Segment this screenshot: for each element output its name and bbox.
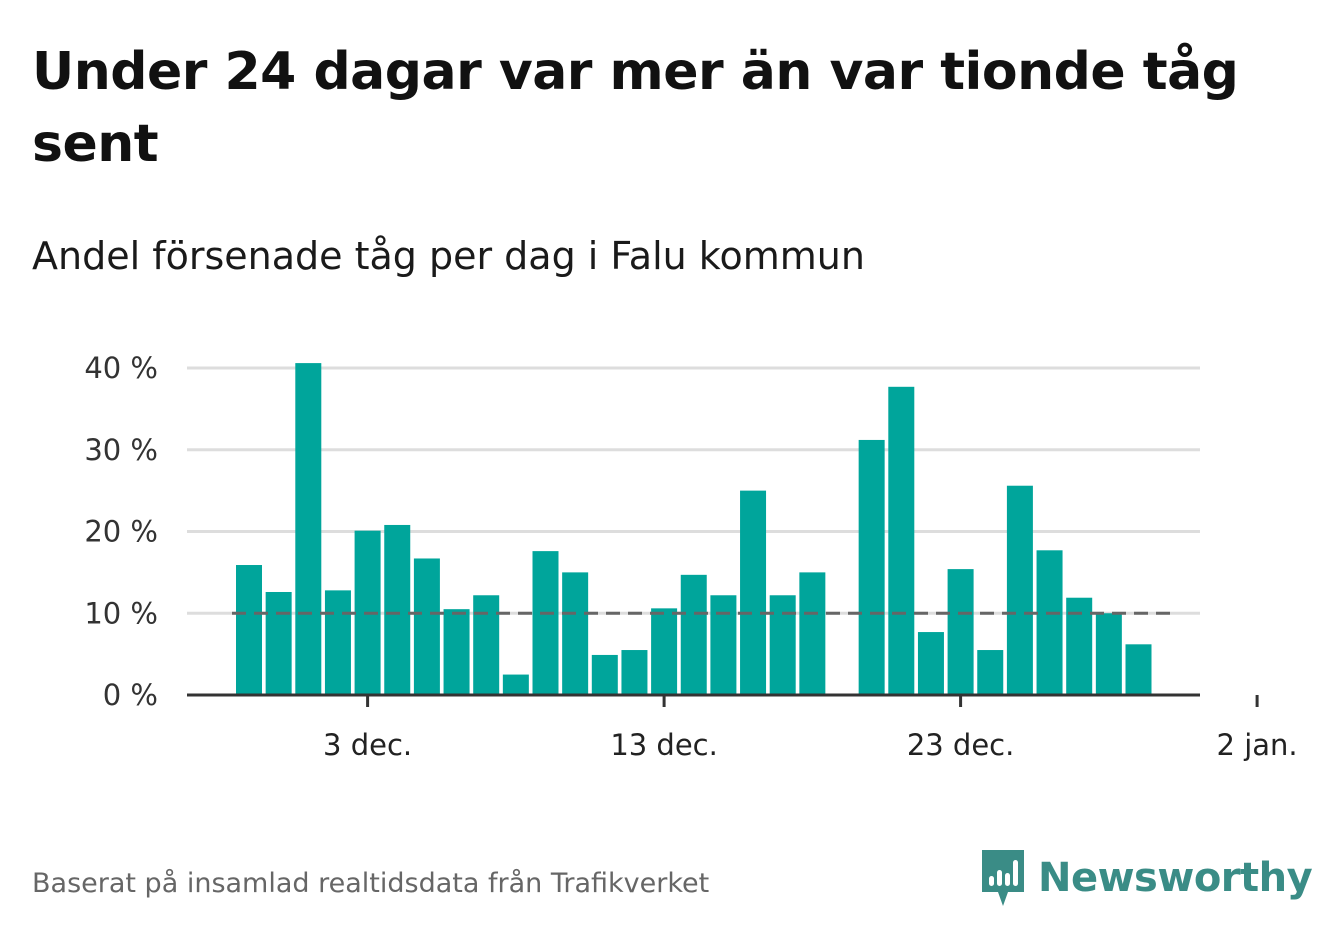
- bar: [1036, 550, 1063, 695]
- bar: [917, 632, 944, 695]
- chart-title: Under 24 dagar var mer än var tionde tåg…: [32, 42, 1239, 174]
- bar: [947, 569, 974, 695]
- bar: [769, 595, 796, 695]
- bar: [888, 386, 915, 695]
- bar: [532, 551, 559, 695]
- bar: [265, 591, 292, 695]
- bar: [621, 650, 648, 695]
- bar: [651, 608, 678, 695]
- bar-chart: 0 % 10 % 20 % 30 % 40 % 3 dec. 13 dec. 23 dec.…: [84, 351, 1298, 762]
- x-tick-label: 3 dec.: [323, 728, 412, 762]
- source-note: Baserat på insamlad realtidsdata från Tr…: [32, 868, 710, 899]
- newsworthy-logo-icon: [982, 850, 1024, 906]
- bar: [384, 524, 411, 695]
- bar: [295, 363, 322, 695]
- bar: [977, 650, 1004, 695]
- bar: [1006, 485, 1033, 695]
- bar: [680, 574, 707, 695]
- x-tick-label: 13 dec.: [610, 728, 718, 762]
- bar: [502, 674, 529, 695]
- y-tick-label: 10 %: [84, 596, 158, 630]
- bar: [710, 595, 737, 695]
- y-tick-label: 40 %: [84, 351, 158, 385]
- newsworthy-logo: Newsworthy: [978, 846, 1313, 910]
- bar: [324, 590, 351, 695]
- bar: [740, 490, 767, 695]
- bars: [236, 363, 1152, 695]
- y-tick-label: 30 %: [84, 433, 158, 467]
- bar: [799, 572, 826, 695]
- x-tick-label: 23 dec.: [907, 728, 1015, 762]
- y-tick-label: 20 %: [84, 515, 158, 549]
- chart-subtitle: Andel försenade tåg per dag i Falu kommu…: [32, 234, 865, 278]
- bar: [562, 572, 589, 695]
- bar: [858, 439, 885, 695]
- bar: [473, 595, 500, 695]
- bar: [1095, 613, 1122, 695]
- bar: [413, 558, 440, 695]
- x-ticks: 3 dec. 13 dec. 23 dec. 2 jan.: [323, 695, 1298, 762]
- brand-name: Newsworthy: [1038, 855, 1313, 901]
- y-tick-label: 0 %: [103, 678, 158, 712]
- bar: [1125, 644, 1152, 695]
- y-tick-labels: 0 % 10 % 20 % 30 % 40 %: [84, 351, 158, 712]
- bar: [443, 609, 470, 695]
- x-tick-label: 2 jan.: [1217, 728, 1298, 762]
- bar: [236, 565, 262, 695]
- bar: [591, 654, 618, 695]
